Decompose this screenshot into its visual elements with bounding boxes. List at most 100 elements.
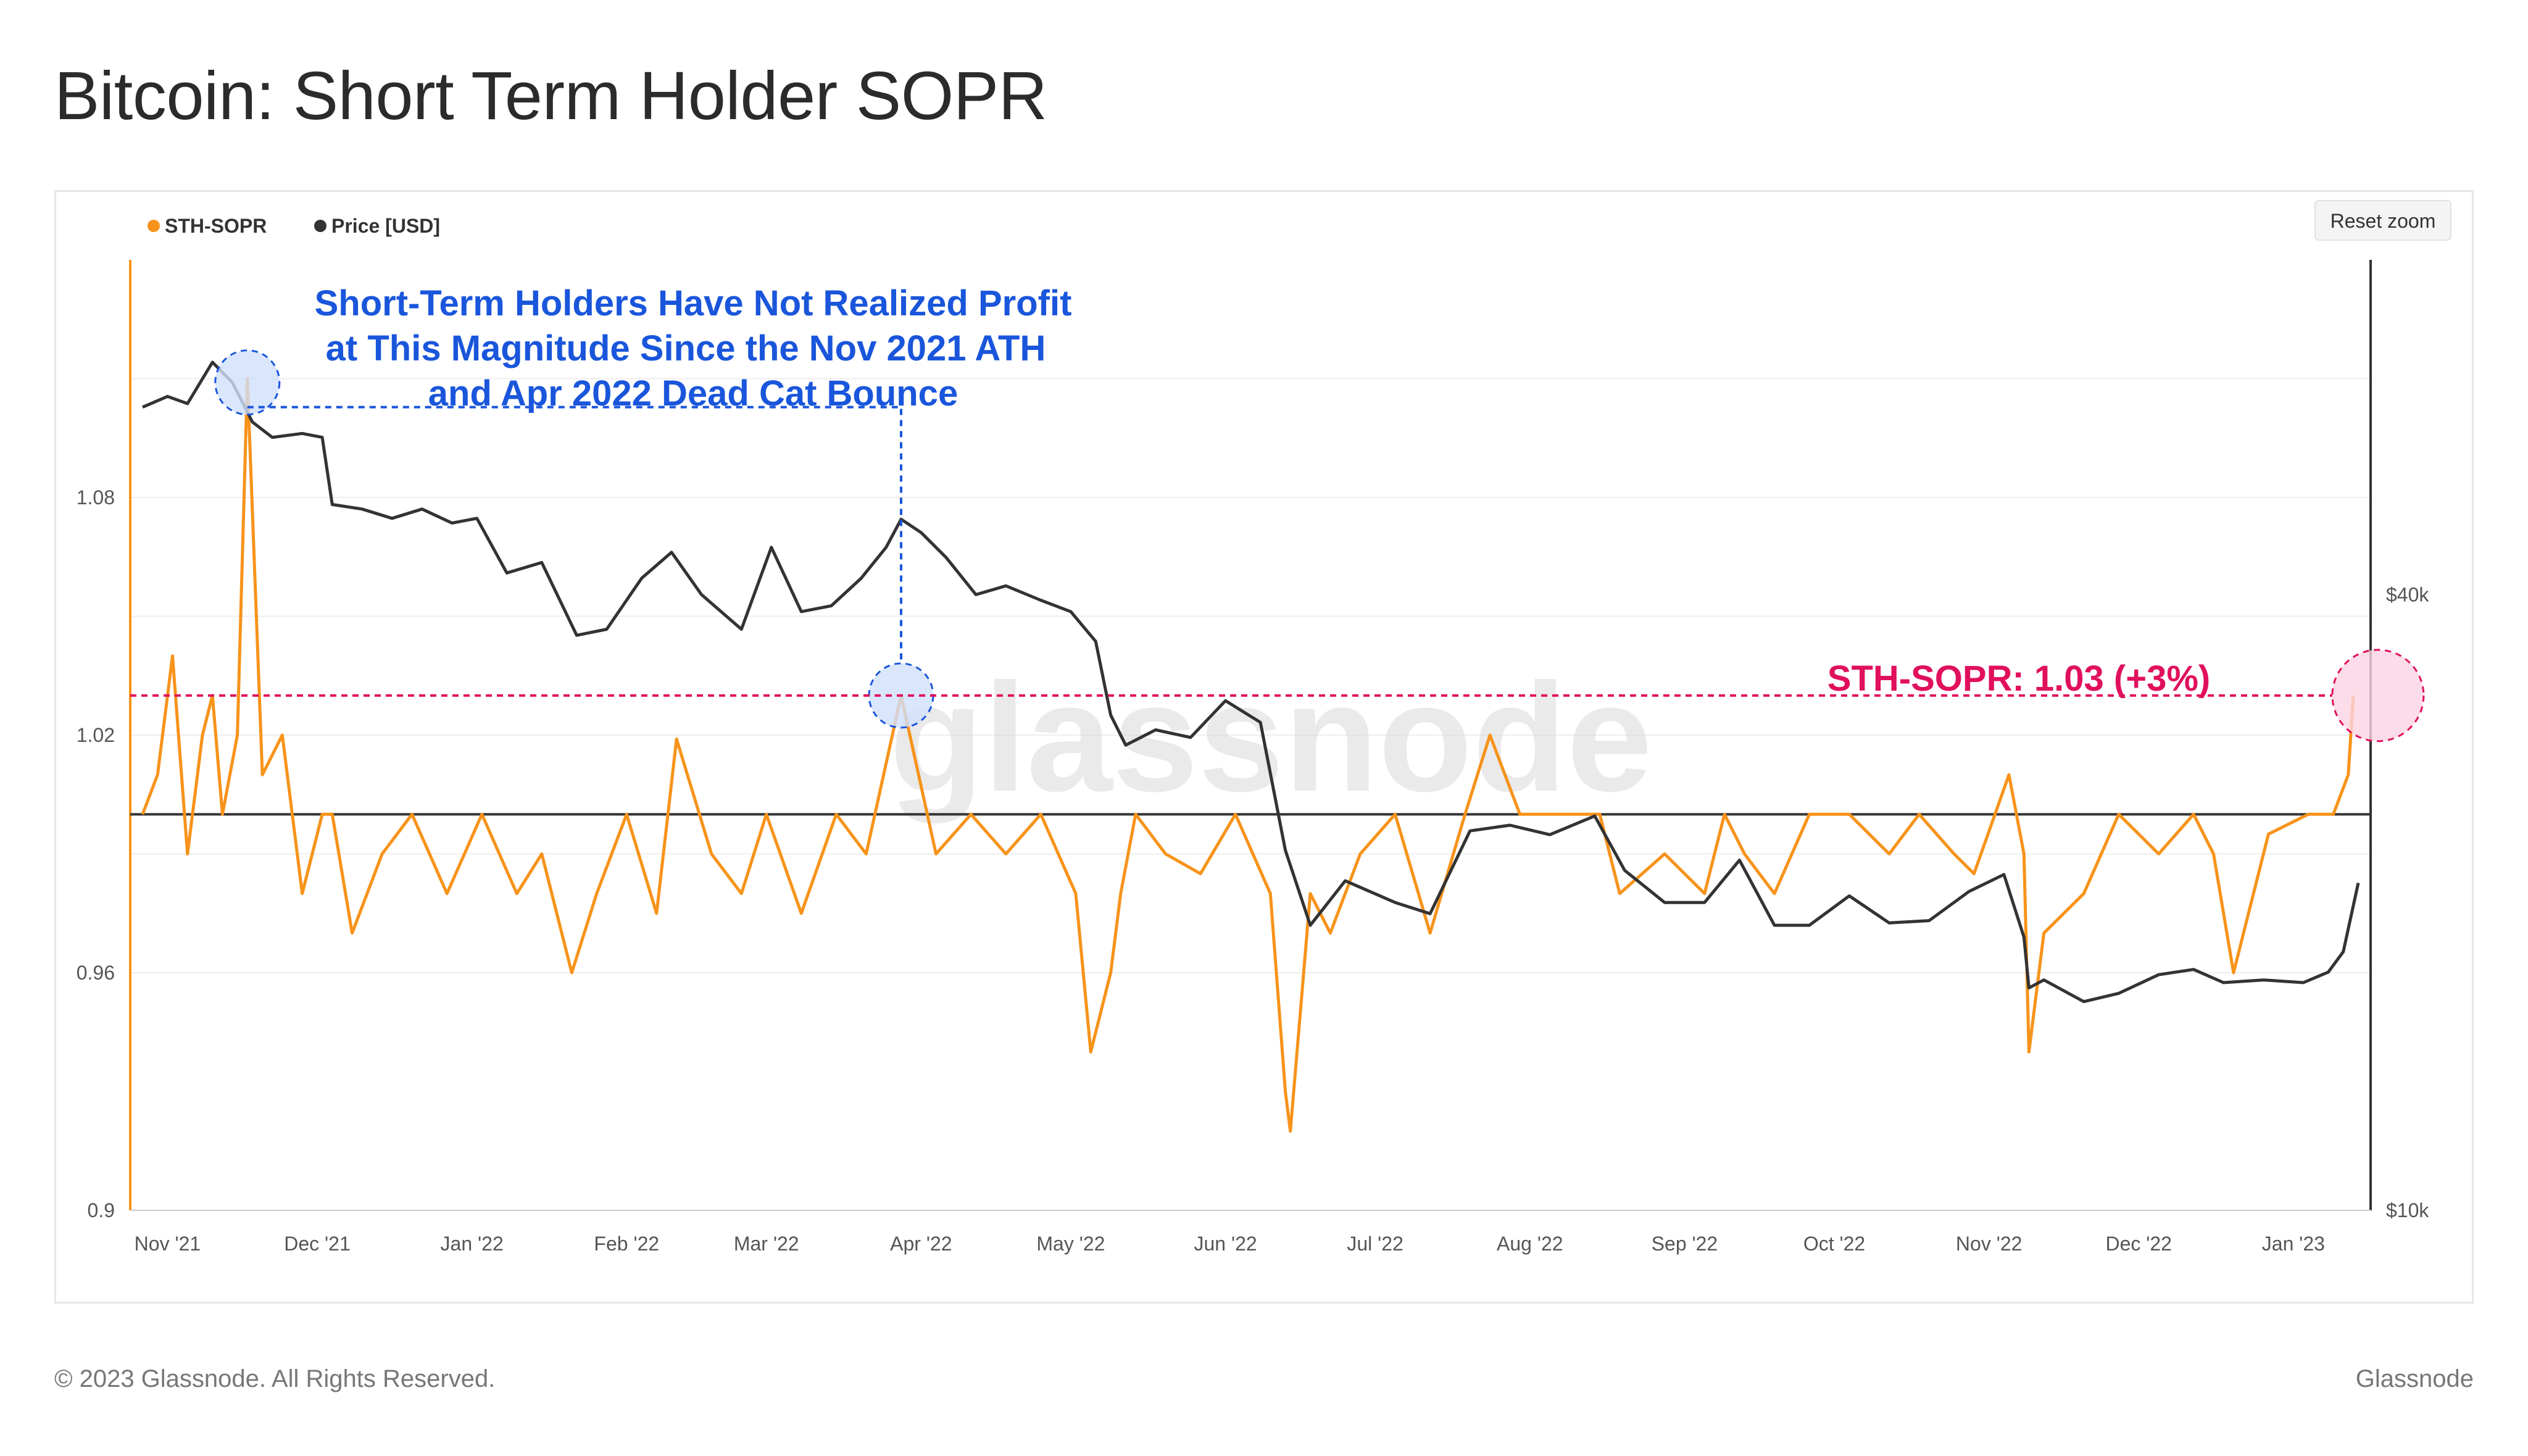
price-point [1393, 901, 1397, 904]
price-point [1344, 879, 1347, 883]
price-point [165, 394, 169, 398]
sopr-point [1268, 892, 1272, 896]
price-point [1967, 889, 1971, 893]
annotation-blue-line2: at This Magnitude Since the Nov 2021 ATH [326, 328, 1046, 368]
price-point [2261, 978, 2265, 982]
sopr-point [351, 931, 354, 935]
price-point [2117, 991, 2121, 995]
sopr-point [1199, 872, 1202, 876]
sopr-point [799, 912, 803, 915]
watermark: glassnode [889, 651, 1652, 823]
x-tick-label: Sep '22 [1652, 1233, 1718, 1255]
x-tick-label: Jul '22 [1347, 1233, 1403, 1255]
sopr-point [864, 852, 868, 856]
sopr-point [834, 812, 838, 816]
sopr-point [480, 812, 484, 816]
sopr-point [1089, 1050, 1092, 1054]
sopr-point [625, 812, 628, 816]
sopr-point [1463, 812, 1467, 816]
price-point [1887, 921, 1891, 925]
sopr-point [380, 852, 384, 856]
sopr-point [445, 892, 449, 896]
gridlines [130, 378, 2371, 973]
price-point [919, 531, 923, 535]
sopr-point [934, 852, 938, 856]
sopr-point [675, 737, 678, 741]
price-point [670, 551, 673, 554]
sopr-point [2306, 812, 2310, 816]
price-point [1623, 868, 1626, 872]
sopr-point [280, 733, 284, 737]
price-point [1189, 736, 1192, 739]
sopr-point [1308, 892, 1312, 896]
price-point [301, 431, 304, 435]
sopr-point [2022, 852, 2026, 856]
sopr-point [1234, 812, 1237, 816]
sopr-point [739, 892, 743, 896]
sopr-point [141, 812, 144, 816]
price-point [2301, 981, 2305, 984]
price-point [2192, 968, 2195, 971]
x-tick-label: Dec '21 [284, 1233, 351, 1255]
price-point [2342, 950, 2345, 954]
sopr-point [1134, 812, 1137, 816]
reset-zoom-button[interactable]: Reset zoom [2314, 200, 2451, 241]
sopr-point [1299, 1010, 1302, 1014]
sopr-point [2232, 971, 2235, 975]
sopr-point [236, 733, 239, 737]
price-point [1224, 699, 1228, 702]
legend-price-label[interactable]: Price [USD] [331, 215, 440, 237]
sopr-point [320, 812, 324, 816]
sopr-point [1074, 892, 1078, 896]
price-point [2027, 986, 2031, 990]
price-point [2356, 881, 2360, 885]
sopr-point [1808, 812, 1811, 816]
sopr-point [1773, 892, 1776, 896]
price-point [2022, 935, 2026, 939]
x-tick-label: Feb '22 [594, 1233, 659, 1255]
legend-price-marker [314, 220, 326, 232]
page-title: Bitcoin: Short Term Holder SOPR [54, 58, 1047, 134]
sopr-point [2117, 812, 2121, 816]
x-tick-label: Nov '22 [1956, 1233, 2023, 1255]
price-point [540, 560, 544, 564]
price-point [700, 593, 704, 596]
legend-sopr-label[interactable]: STH-SOPR [165, 215, 267, 237]
x-tick-label: Apr '22 [890, 1233, 952, 1255]
sopr-point [1289, 1129, 1292, 1133]
sopr-point [1847, 812, 1851, 816]
sopr-point [2007, 773, 2011, 776]
price-point [1109, 713, 1113, 717]
sopr-point [2082, 892, 2085, 896]
x-tick-label: Aug '22 [1497, 1233, 1563, 1255]
x-tick-label: Jan '23 [2262, 1233, 2325, 1255]
price-point [2326, 970, 2330, 974]
sopr-point [1972, 872, 1976, 876]
sopr-point [260, 773, 264, 776]
price-point [605, 628, 609, 631]
sopr-point [1488, 733, 1492, 737]
price-point [2002, 873, 2006, 876]
x-tick-label: Nov '21 [135, 1233, 201, 1255]
price-point [251, 420, 254, 424]
price-point [475, 517, 479, 520]
price-point [330, 502, 334, 506]
x-axis-ticks: Nov '21 Dec '21 Jan '22 Feb '22 Mar '22 Apr '… [135, 1233, 2325, 1255]
ath-highlight-circle [214, 349, 281, 416]
sopr-point [2266, 832, 2270, 836]
price-point [1094, 639, 1097, 643]
reset-zoom-label[interactable]: Reset zoom [2330, 210, 2436, 232]
price-point [640, 576, 644, 580]
price-point [770, 546, 773, 549]
sopr-point [1393, 812, 1397, 816]
axes [129, 260, 2372, 1211]
chart-svg[interactable]: STH-SOPR Price [USD] Reset zoom glassnod… [56, 192, 2472, 1302]
x-tick-label: May '22 [1036, 1233, 1105, 1255]
x-tick-label: Jan '22 [441, 1233, 504, 1255]
price-point [974, 593, 978, 596]
x-tick-label: Dec '22 [2105, 1233, 2172, 1255]
sopr-point [220, 812, 224, 816]
sopr-point [1004, 852, 1008, 856]
price-point [884, 546, 888, 549]
legend-sopr-marker [148, 220, 160, 232]
